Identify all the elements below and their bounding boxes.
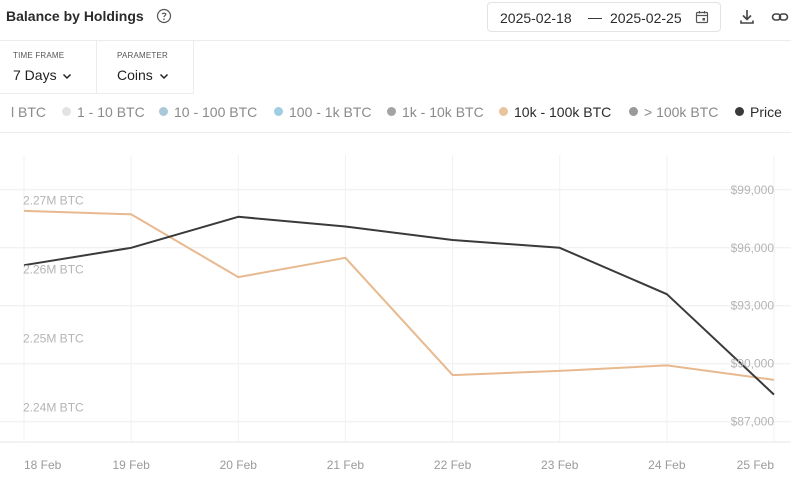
- y-right-tick-label: $87,000: [731, 415, 775, 429]
- legend-label: > 100k BTC: [644, 104, 719, 120]
- date-range-picker[interactable]: 2025-02-18 — 2025-02-25: [487, 2, 721, 32]
- legend-item[interactable]: 10k - 100k BTC: [499, 104, 611, 120]
- legend-label: 1k - 10k BTC: [402, 104, 484, 120]
- parameter-value: Coins: [117, 67, 153, 83]
- legend-dot: [499, 107, 508, 116]
- divider: [0, 132, 791, 133]
- y-right-tick-label: $90,000: [731, 357, 775, 371]
- y-right-tick-label: $93,000: [731, 299, 775, 313]
- x-tick-label: 18 Feb: [24, 458, 62, 472]
- legend-item[interactable]: 10 - 100 BTC: [159, 104, 257, 120]
- timeframe-label: TIME FRAME: [13, 51, 65, 60]
- divider: [193, 41, 194, 93]
- x-tick-label: 19 Feb: [112, 458, 150, 472]
- legend-item[interactable]: l BTC: [11, 104, 46, 120]
- legend-item[interactable]: 1 - 10 BTC: [62, 104, 145, 120]
- divider: [0, 93, 194, 94]
- x-tick-label: 24 Feb: [648, 458, 686, 472]
- legend-label: l BTC: [11, 104, 46, 120]
- legend-dot: [735, 107, 744, 116]
- series-line: [23, 215, 775, 396]
- y-left-tick-label: 2.24M BTC: [23, 400, 84, 414]
- legend-label: 10 - 100 BTC: [174, 104, 258, 120]
- download-icon[interactable]: [738, 8, 756, 26]
- date-separator: —: [588, 9, 602, 25]
- legend-dot: [629, 107, 638, 116]
- date-end[interactable]: 2025-02-25: [610, 10, 682, 26]
- link-icon[interactable]: [771, 8, 789, 26]
- legend-item[interactable]: > 100k BTC: [629, 104, 718, 120]
- page-title: Balance by Holdings: [6, 8, 144, 24]
- help-icon[interactable]: [156, 8, 172, 24]
- calendar-icon[interactable]: [695, 10, 709, 24]
- legend-item[interactable]: 1k - 10k BTC: [387, 104, 484, 120]
- divider: [0, 40, 791, 41]
- legend-dot: [274, 107, 283, 116]
- legend-label: 100 - 1k BTC: [289, 104, 372, 120]
- legend-dot: [159, 107, 168, 116]
- timeframe-dropdown[interactable]: 7 Days: [13, 67, 72, 83]
- y-left-tick-label: 2.26M BTC: [23, 262, 84, 276]
- parameter-label: PARAMETER: [117, 51, 168, 60]
- chart-legend: l BTC 1 - 10 BTC 10 - 100 BTC 100 - 1k B…: [0, 98, 791, 132]
- x-tick-label: 25 Feb: [737, 458, 775, 472]
- series-line: [23, 209, 775, 381]
- chevron-down-icon: [159, 74, 168, 80]
- timeframe-value: 7 Days: [13, 67, 57, 83]
- legend-label: 1 - 10 BTC: [77, 104, 145, 120]
- legend-label: Price: [750, 104, 782, 120]
- legend-item[interactable]: Price: [735, 104, 782, 120]
- legend-item[interactable]: 100 - 1k BTC: [274, 104, 371, 120]
- x-tick-label: 23 Feb: [541, 458, 579, 472]
- y-left-tick-label: 2.25M BTC: [23, 331, 84, 345]
- x-tick-label: 22 Feb: [434, 458, 472, 472]
- chevron-down-icon: [63, 74, 72, 80]
- legend-dot: [62, 107, 71, 116]
- date-start[interactable]: 2025-02-18: [500, 10, 572, 26]
- y-left-tick-label: 2.27M BTC: [23, 193, 84, 207]
- y-right-tick-label: $96,000: [731, 241, 775, 255]
- header-bar: Balance by Holdings 2025-02-18 — 2025-02…: [0, 0, 791, 36]
- y-right-tick-label: $99,000: [731, 183, 775, 197]
- divider: [96, 41, 97, 93]
- legend-dot: [387, 107, 396, 116]
- parameter-dropdown[interactable]: Coins: [117, 67, 169, 83]
- x-tick-label: 20 Feb: [220, 458, 258, 472]
- x-tick-label: 21 Feb: [327, 458, 365, 472]
- legend-label: 10k - 100k BTC: [514, 104, 612, 120]
